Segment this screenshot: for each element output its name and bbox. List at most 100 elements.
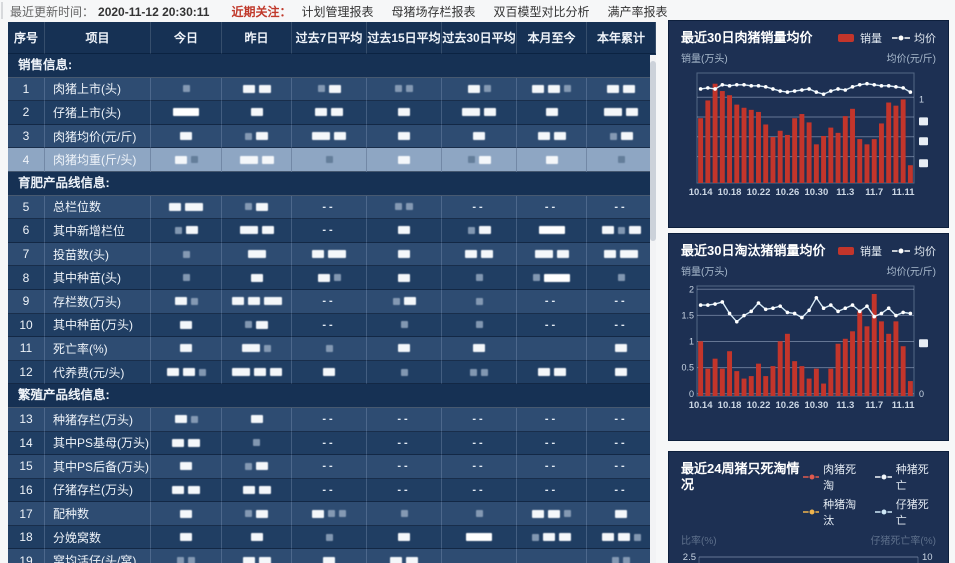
redacted-value-block: [242, 556, 255, 563]
legend-item-均价[interactable]: 均价: [892, 30, 936, 46]
redacted-value-block: [617, 533, 630, 542]
chart-title-mortality: 最近24周猪只死淘情况: [681, 461, 800, 492]
table-row-2[interactable]: 2 仔猪上市(头): [8, 101, 656, 125]
value-cell: --: [587, 478, 656, 503]
redacted-value-block: [172, 485, 184, 494]
value-cell: [442, 124, 517, 149]
value-cell: [517, 101, 587, 125]
value-cell: [151, 195, 222, 220]
redacted-value-block: [258, 485, 271, 494]
value-cell: [292, 101, 367, 125]
menu-item-model-compare[interactable]: 双百模型对比分析: [493, 5, 590, 19]
redacted-value-block: [325, 344, 333, 352]
menu-item-plan-report[interactable]: 计划管理报表: [301, 5, 374, 19]
row-number: 8: [8, 266, 45, 290]
redacted-value-block: [182, 368, 195, 377]
table-row-3[interactable]: 3 肉猪均价(元/斤): [8, 124, 656, 149]
table-section-header: 繁殖产品线信息:: [8, 384, 656, 408]
value-cell: --: [517, 455, 587, 479]
table-row-17[interactable]: 17 配种数: [8, 502, 656, 526]
table-row-14[interactable]: 14 其中PS基母(万头) -- -- -- -- --: [8, 431, 656, 456]
row-number: 13: [8, 407, 45, 432]
redacted-value-block: [180, 533, 192, 542]
row-label: 其中种苗(头): [45, 266, 151, 290]
redacted-value-block: [242, 344, 260, 353]
redacted-value-block: [172, 438, 184, 447]
value-cell: [367, 266, 442, 290]
table-row-8[interactable]: 8 其中种苗(头): [8, 266, 656, 290]
redacted-value-block: [250, 273, 263, 282]
table-row-10[interactable]: 10 其中种苗(万头) -- -- --: [8, 313, 656, 338]
legend-item-销量[interactable]: 销量: [838, 243, 882, 259]
axis-labels: 销量(万头) 均价(元/斤): [681, 263, 936, 278]
line-legend-icon: [802, 473, 820, 481]
value-cell: [151, 478, 222, 503]
recent-focus-label: 近期关注：: [231, 5, 292, 19]
menu-item-sow-farm-report[interactable]: 母猪场存栏报表: [391, 5, 476, 19]
svg-text:10.14: 10.14: [689, 187, 713, 198]
redacted-value-block: [250, 108, 263, 117]
redacted-value-block: [185, 226, 198, 235]
row-number: 19: [8, 549, 45, 563]
redacted-value-block: [245, 510, 252, 518]
legend-label: 仔猪死亡: [895, 499, 929, 527]
value-cell: --: [292, 195, 367, 220]
legend-item-种猪淘汰[interactable]: 种猪淘汰: [802, 496, 864, 528]
redacted-value-block: [317, 85, 325, 93]
redacted-value-block: [615, 368, 627, 377]
redacted-value-block: [553, 368, 566, 377]
row-label: 肉猪均价(元/斤): [45, 124, 151, 149]
redacted-value-block: [190, 156, 198, 164]
table-row-12[interactable]: 12 代养费(元/头): [8, 360, 656, 385]
legend-item-销量[interactable]: 销量: [838, 30, 882, 46]
redacted-value-block: [475, 274, 483, 282]
value-cell: --: [292, 289, 367, 314]
value-cell: [367, 289, 442, 314]
legend-item-仔猪死亡[interactable]: 仔猪死亡: [875, 496, 936, 528]
redacted-value-block: [312, 132, 330, 141]
redacted-value-block: [564, 510, 571, 518]
charts-column: 最近30日肉猪销量均价 销量 均价 销量(万头) 均价(元/斤) 1 10.14 10…: [668, 20, 949, 563]
table-row-5[interactable]: 5 总栏位数 -- -- -- --: [8, 195, 656, 220]
table-row-7[interactable]: 7 投苗数(头): [8, 242, 656, 267]
table-row-11[interactable]: 11 死亡率(%): [8, 337, 656, 361]
legend-item-种猪死亡[interactable]: 种猪死亡: [875, 461, 936, 493]
table-row-4[interactable]: 4 肉猪均重(斤/头): [8, 148, 656, 172]
left-axis-label: 销量(万头): [681, 267, 728, 278]
table-row-18[interactable]: 18 分娩窝数: [8, 525, 656, 550]
table-row-19[interactable]: 19 窝均活仔(头/窝): [8, 549, 656, 563]
value-cell: [367, 101, 442, 125]
redacted-value-block: [470, 368, 477, 376]
menu-item-capacity-report[interactable]: 满产率报表: [607, 5, 668, 19]
redacted-value-block: [264, 344, 271, 352]
redacted-value-block: [239, 155, 258, 164]
table-scrollbar[interactable]: [650, 55, 656, 563]
value-cell: [222, 431, 292, 456]
redacted-value-block: [633, 533, 641, 541]
legend-item-均价[interactable]: 均价: [892, 243, 936, 259]
row-number: 5: [8, 195, 45, 220]
svg-text:0.5: 0.5: [681, 363, 694, 373]
row-label: 总栏位数: [45, 195, 151, 220]
legend-label: 均价: [914, 246, 936, 258]
value-cell: [367, 525, 442, 550]
value-cell: [222, 313, 292, 338]
table-row-9[interactable]: 9 存栏数(万头) -- -- --: [8, 289, 656, 314]
table-row-15[interactable]: 15 其中PS后备(万头) -- -- -- -- --: [8, 455, 656, 479]
legend-item-肉猪死淘[interactable]: 肉猪死淘: [802, 461, 864, 493]
value-cell: [517, 124, 587, 149]
column-header: 过去15日平均: [367, 22, 442, 54]
table-row-1[interactable]: 1 肉猪上市(头): [8, 77, 656, 102]
table-row-13[interactable]: 13 种猪存栏(万头) -- -- -- -- --: [8, 407, 656, 432]
value-cell: --: [367, 407, 442, 432]
table-scrollbar-thumb[interactable]: [650, 61, 656, 241]
redacted-value-block: [604, 250, 616, 259]
table-row-6[interactable]: 6 其中新增栏位 --: [8, 219, 656, 243]
value-cell: [222, 289, 292, 314]
row-label: 种猪存栏(万头): [45, 407, 151, 432]
value-cell: [442, 242, 517, 267]
table-row-16[interactable]: 16 仔猪存栏(万头) -- -- -- -- --: [8, 478, 656, 503]
redacted-value-block: [533, 274, 540, 282]
value-cell: [367, 77, 442, 102]
redacted-value-block: [534, 250, 553, 259]
